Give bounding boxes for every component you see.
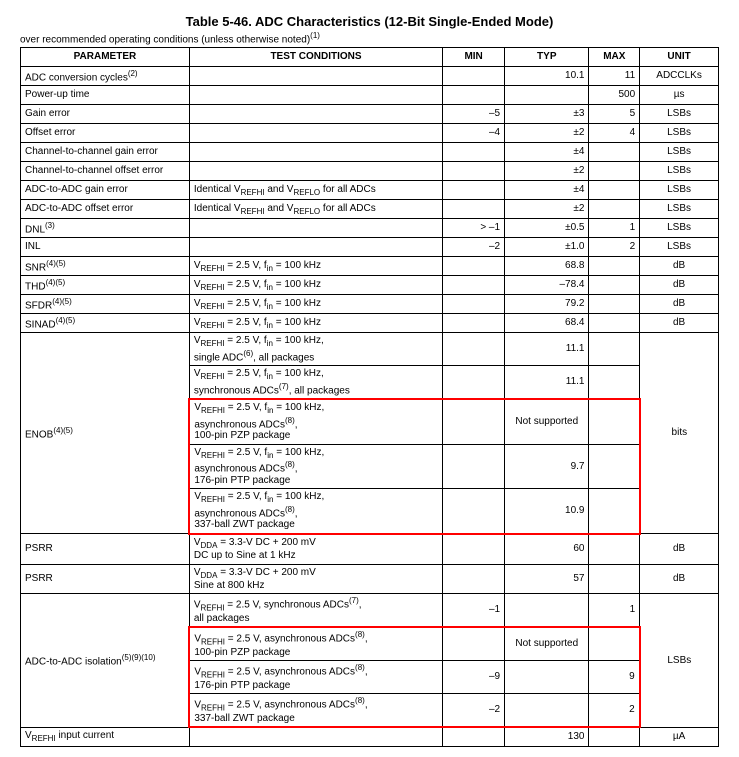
table-subtitle: over recommended operating conditions (u… bbox=[20, 31, 719, 45]
row-gain-error: Gain error –5±35LSBs bbox=[21, 105, 719, 124]
row-ch-gain: Channel-to-channel gain error ±4LSBs bbox=[21, 143, 719, 162]
row-iso-1: ADC-to-ADC isolation(5)(9)(10) VREFHI = … bbox=[21, 594, 719, 628]
row-snr: SNR(4)(5) VREFHI = 2.5 V, fin = 100 kHz … bbox=[21, 257, 719, 276]
row-ch-offset: Channel-to-channel offset error ±2LSBs bbox=[21, 162, 719, 181]
table-title: Table 5-46. ADC Characteristics (12-Bit … bbox=[20, 14, 719, 29]
header-row: PARAMETER TEST CONDITIONS MIN TYP MAX UN… bbox=[21, 48, 719, 67]
hdr-min: MIN bbox=[443, 48, 505, 67]
row-adc-offset: ADC-to-ADC offset error Identical VREFHI… bbox=[21, 200, 719, 219]
row-sfdr: SFDR(4)(5) VREFHI = 2.5 V, fin = 100 kHz… bbox=[21, 295, 719, 314]
hdr-parameter: PARAMETER bbox=[21, 48, 190, 67]
row-vrefhi-current: VREFHI input current 130µA bbox=[21, 727, 719, 747]
hdr-typ: TYP bbox=[505, 48, 589, 67]
row-powerup: Power-up time 500µs bbox=[21, 86, 719, 105]
adc-characteristics-table: PARAMETER TEST CONDITIONS MIN TYP MAX UN… bbox=[20, 47, 719, 747]
row-adc-gain: ADC-to-ADC gain error Identical VREFHI a… bbox=[21, 181, 719, 200]
row-dnl: DNL(3) > –1±0.51LSBs bbox=[21, 219, 719, 238]
row-sinad: SINAD(4)(5) VREFHI = 2.5 V, fin = 100 kH… bbox=[21, 314, 719, 333]
row-offset-error: Offset error –4±24LSBs bbox=[21, 124, 719, 143]
hdr-unit: UNIT bbox=[640, 48, 719, 67]
row-psrr-1: PSRR VDDA = 3.3-V DC + 200 mVDC up to Si… bbox=[21, 534, 719, 564]
row-inl: INL –2±1.02LSBs bbox=[21, 238, 719, 257]
row-thd: THD(4)(5) VREFHI = 2.5 V, fin = 100 kHz … bbox=[21, 276, 719, 295]
row-adc-conv: ADC conversion cycles(2) 10.1 11 ADCCLKs bbox=[21, 67, 719, 86]
row-psrr-2: PSRR VDDA = 3.3-V DC + 200 mVSine at 800… bbox=[21, 564, 719, 594]
hdr-conditions: TEST CONDITIONS bbox=[189, 48, 442, 67]
hdr-max: MAX bbox=[589, 48, 640, 67]
row-enob-1: ENOB(4)(5) VREFHI = 2.5 V, fin = 100 kHz… bbox=[21, 333, 719, 366]
